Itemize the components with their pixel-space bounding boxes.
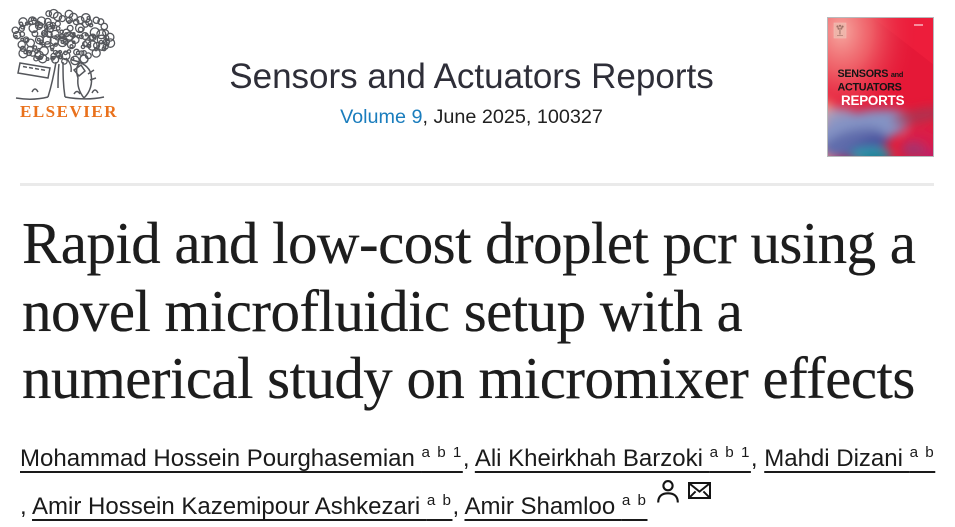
svg-text:REPORTS: REPORTS [841, 93, 905, 108]
svg-text:ACTUATORS: ACTUATORS [838, 82, 902, 94]
svg-text:SENSORS and: SENSORS and [838, 68, 903, 80]
